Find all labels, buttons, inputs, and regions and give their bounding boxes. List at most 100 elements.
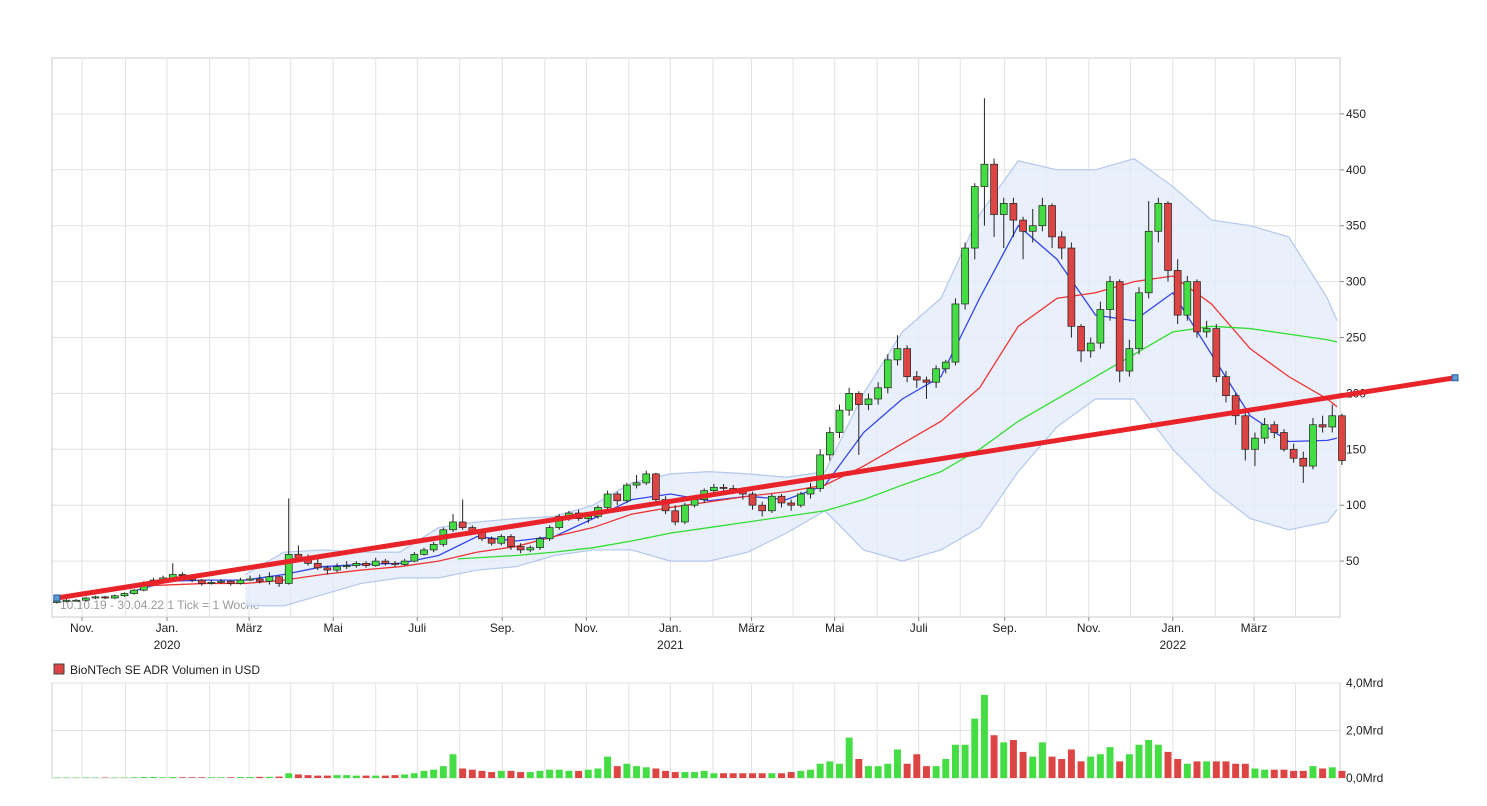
candle-body — [913, 377, 920, 380]
candle-body — [1290, 449, 1297, 458]
volume-bar — [1271, 770, 1278, 778]
candle-body — [430, 544, 437, 550]
candle-body — [73, 600, 80, 601]
volume-bar — [1087, 757, 1094, 778]
x-tick-label: Nov. — [70, 621, 94, 635]
candle-body — [971, 187, 978, 248]
candle-body — [92, 597, 99, 598]
candle-body — [507, 537, 514, 547]
volume-bar — [536, 771, 543, 778]
candle-body — [527, 548, 534, 550]
candle-body — [778, 496, 785, 503]
candle-body — [904, 349, 911, 377]
volume-bar — [1261, 770, 1268, 778]
volume-bar — [710, 773, 717, 778]
volume-bar — [227, 777, 234, 778]
volume-bar — [218, 777, 225, 778]
volume-bar — [623, 764, 630, 778]
candle-body — [759, 505, 766, 511]
candle-body — [1280, 433, 1287, 450]
volume-bar — [585, 770, 592, 778]
y-tick-label: 50 — [1346, 554, 1360, 568]
volume-bar — [160, 777, 167, 778]
candle-body — [952, 304, 959, 362]
x-tick-label: Jan. — [659, 621, 682, 635]
volume-bar — [913, 754, 920, 778]
candle-body — [846, 393, 853, 410]
volume-bar — [305, 775, 312, 778]
candle-body — [247, 579, 254, 580]
y-tick-label: 250 — [1346, 331, 1366, 345]
volume-bar — [749, 773, 756, 778]
candle-body — [865, 399, 872, 405]
volume-bar — [527, 772, 534, 778]
candle-body — [1251, 438, 1258, 449]
volume-bar — [720, 773, 727, 778]
volume-bar — [1290, 771, 1297, 778]
volume-bar — [1165, 752, 1172, 778]
volume-bar — [314, 776, 321, 778]
volume-bar — [1126, 754, 1133, 778]
volume-bar — [1068, 750, 1075, 779]
volume-legend-swatch — [54, 664, 64, 674]
candle-body — [1174, 270, 1181, 315]
volume-bar — [488, 772, 495, 778]
candle-body — [681, 505, 688, 522]
candle-body — [1029, 226, 1036, 232]
volume-bar — [1300, 771, 1307, 778]
volume-bar — [343, 775, 350, 778]
candle-body — [855, 393, 862, 404]
candle-body — [788, 503, 795, 505]
y-tick-label: 150 — [1346, 442, 1366, 456]
volume-bar — [643, 767, 650, 778]
candle-body — [1223, 377, 1230, 396]
volume-bar — [507, 771, 514, 778]
candle-body — [962, 248, 969, 304]
candle-body — [1107, 282, 1114, 310]
volume-bar — [285, 773, 292, 778]
volume-tick-label: 4,0Mrd — [1346, 676, 1383, 690]
volume-bar — [1010, 740, 1017, 778]
volume-bar — [450, 754, 457, 778]
y-tick-label: 450 — [1346, 107, 1366, 121]
volume-bar — [469, 770, 476, 778]
candle-body — [1203, 329, 1210, 332]
candle-body — [1097, 310, 1104, 344]
x-tick-label: Sep. — [490, 621, 515, 635]
year-label: 2021 — [657, 638, 684, 652]
candle-body — [517, 547, 524, 550]
volume-bar — [778, 773, 785, 778]
volume-bar — [363, 776, 370, 778]
candle-body — [923, 380, 930, 382]
volume-bar — [498, 771, 505, 778]
volume-bar — [556, 770, 563, 778]
candle-body — [353, 563, 360, 565]
volume-bar — [276, 777, 283, 778]
candle-body — [633, 483, 640, 485]
volume-bar — [730, 773, 737, 778]
candle-body — [488, 539, 495, 543]
volume-bar — [933, 766, 940, 778]
candle-body — [546, 528, 553, 539]
candle-body — [826, 433, 833, 455]
volume-bar — [440, 766, 447, 778]
volume-bar — [1194, 761, 1201, 778]
volume-bar — [855, 759, 862, 778]
candle-body — [1078, 326, 1085, 351]
candle-body — [1319, 425, 1326, 427]
candle-body — [382, 561, 389, 563]
volume-bar — [981, 695, 988, 778]
candle-body — [1126, 349, 1133, 371]
candle-body — [884, 360, 891, 388]
candle-body — [256, 579, 263, 581]
candle-body — [604, 494, 611, 507]
candle-body — [131, 590, 138, 593]
candle-body — [53, 601, 60, 602]
volume-bar — [1136, 745, 1143, 778]
candle-body — [749, 494, 756, 505]
candle-body — [1058, 237, 1065, 248]
volume-bar — [478, 771, 485, 778]
volume-bar — [131, 777, 138, 778]
candle-body — [1165, 203, 1172, 270]
